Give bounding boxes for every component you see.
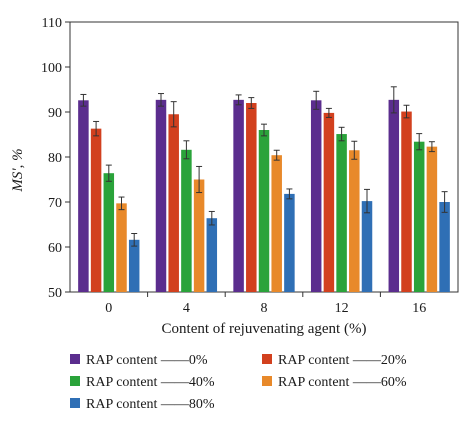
- error-bars: [80, 86, 448, 247]
- x-tick-label: 12: [335, 301, 349, 316]
- legend-swatch: [262, 354, 272, 364]
- y-axis-title: MS', %: [10, 148, 26, 192]
- x-axis-ticks: 0 4 8 12 16: [105, 292, 426, 316]
- legend-label: RAP content ——0%: [86, 353, 208, 368]
- legend-swatch: [70, 376, 80, 386]
- x-tick-label: 4: [183, 301, 190, 316]
- legend-item: RAP content ——20%: [262, 353, 407, 368]
- y-tick-label: 70: [48, 196, 62, 211]
- y-axis-ticks: 50 60 70 80 90 100 110: [41, 16, 70, 301]
- bar: [90, 128, 102, 292]
- bar: [206, 218, 218, 292]
- bar: [426, 146, 438, 292]
- legend: RAP content ——0% RAP content ——20% RAP con…: [70, 353, 407, 412]
- bar: [168, 114, 179, 292]
- bar: [128, 239, 140, 292]
- legend-item: RAP content ——40%: [70, 375, 215, 390]
- bar: [258, 130, 270, 292]
- bar: [284, 193, 295, 292]
- bar: [181, 149, 192, 292]
- y-tick-label: 100: [41, 61, 62, 76]
- bar: [401, 111, 412, 292]
- bar: [78, 100, 89, 292]
- y-tick-label: 110: [42, 16, 62, 31]
- y-tick-label: 50: [48, 286, 62, 301]
- bar: [246, 103, 257, 292]
- bar: [193, 179, 205, 292]
- legend-label: RAP content ——40%: [86, 375, 215, 390]
- legend-item: RAP content ——0%: [70, 353, 208, 368]
- y-tick-label: 90: [48, 106, 62, 121]
- bar: [349, 150, 360, 292]
- x-tick-label: 0: [105, 301, 112, 316]
- bar: [388, 99, 400, 292]
- bar: [233, 99, 244, 292]
- x-tick-label: 8: [261, 301, 268, 316]
- legend-item: RAP content ——60%: [262, 375, 407, 390]
- bar: [155, 99, 167, 292]
- x-tick-label: 16: [412, 301, 426, 316]
- bar: [439, 202, 450, 292]
- bar: [310, 100, 322, 292]
- y-tick-label: 80: [48, 151, 62, 166]
- legend-item: RAP content ——80%: [70, 397, 215, 412]
- bar: [271, 155, 282, 292]
- bar: [323, 112, 335, 293]
- legend-label: RAP content ——20%: [278, 353, 407, 368]
- bar: [336, 134, 347, 292]
- legend-swatch: [262, 376, 272, 386]
- legend-swatch: [70, 354, 80, 364]
- legend-label: RAP content ——80%: [86, 397, 215, 412]
- bar: [103, 173, 115, 292]
- y-tick-label: 60: [48, 241, 62, 256]
- legend-label: RAP content ——60%: [278, 375, 407, 390]
- bar: [413, 141, 425, 292]
- bar: [361, 201, 373, 292]
- legend-swatch: [70, 398, 80, 408]
- bar: [116, 203, 127, 292]
- bars: [78, 99, 450, 293]
- x-axis-title: Content of rejuvenating agent (%): [162, 321, 367, 337]
